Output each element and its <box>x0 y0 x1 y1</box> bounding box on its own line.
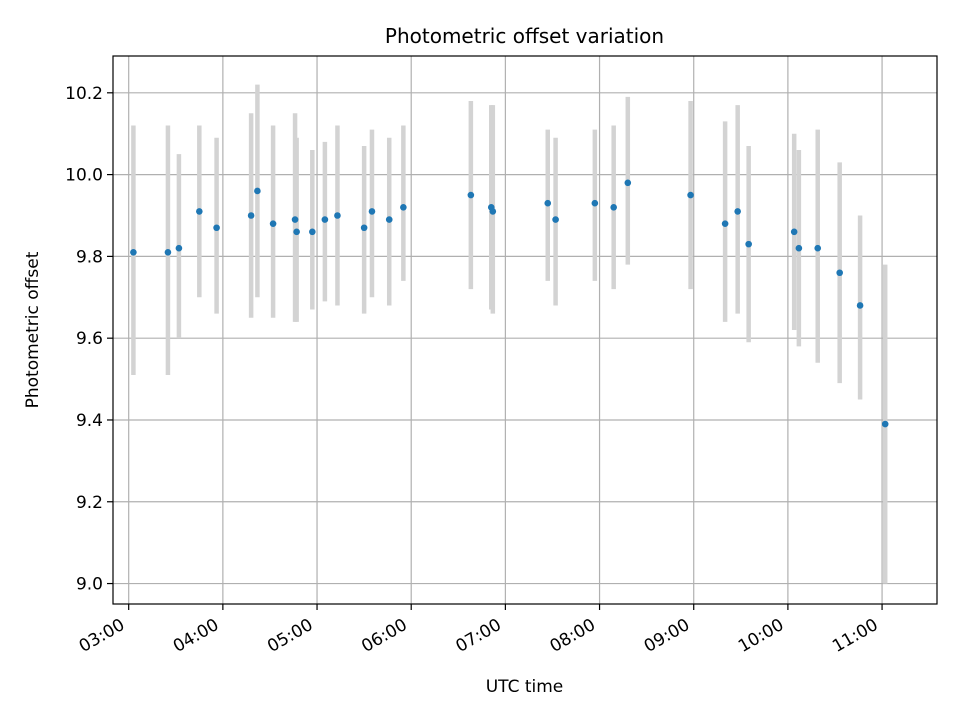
data-point <box>309 228 316 236</box>
plot-frame <box>112 55 938 605</box>
data-point <box>721 220 729 227</box>
data-point <box>291 216 299 223</box>
data-point <box>610 204 617 211</box>
data-point <box>552 216 559 223</box>
data-point <box>164 248 172 256</box>
data-point <box>269 220 277 227</box>
data-point <box>467 191 475 199</box>
data-point <box>400 204 407 211</box>
data-point <box>745 240 752 248</box>
x-axis-title: UTC time <box>486 677 564 697</box>
data-point <box>814 244 822 252</box>
data-point <box>360 224 368 232</box>
data-point <box>544 199 552 207</box>
data-point <box>321 216 329 223</box>
data-point <box>254 187 261 195</box>
y-tick-label: 9.6 <box>76 329 103 349</box>
chart-title: Photometric offset variation <box>385 24 664 48</box>
data-point <box>734 208 741 215</box>
data-point <box>790 228 798 236</box>
y-tick-label: 10.0 <box>65 166 103 186</box>
data-point <box>795 244 803 252</box>
data-point <box>687 191 694 199</box>
data-point <box>293 228 300 236</box>
data-points <box>130 179 889 428</box>
data-point <box>856 302 864 309</box>
data-point <box>175 244 183 252</box>
data-point <box>247 212 255 219</box>
data-point <box>836 269 843 277</box>
y-axis-title: Photometric offset <box>23 251 43 408</box>
data-point <box>881 420 889 428</box>
y-tick-label: 9.8 <box>76 247 103 267</box>
grid <box>113 56 937 604</box>
y-tick-label: 10.2 <box>65 84 103 104</box>
data-point <box>385 216 393 223</box>
y-axis: 9.0 9.2 9.4 9.6 9.8 10.0 10.2 <box>65 84 113 595</box>
data-point <box>334 212 341 219</box>
data-point <box>624 179 632 187</box>
data-point <box>213 224 220 232</box>
data-point <box>368 208 376 215</box>
data-point <box>130 248 137 256</box>
data-point <box>591 199 599 207</box>
y-tick-label: 9.4 <box>76 411 103 431</box>
y-tick-label: 9.0 <box>76 575 103 595</box>
data-point <box>196 208 203 215</box>
data-point <box>489 208 497 215</box>
y-tick-label: 9.2 <box>76 493 103 513</box>
